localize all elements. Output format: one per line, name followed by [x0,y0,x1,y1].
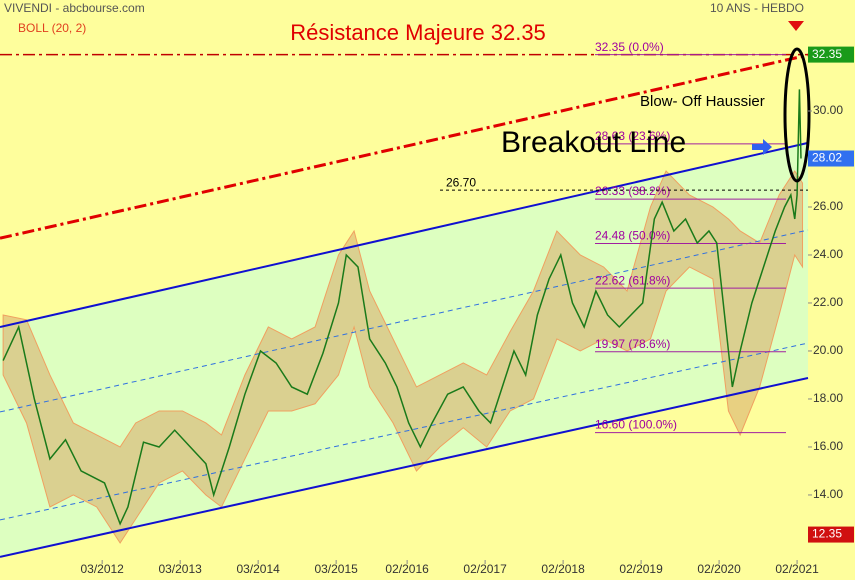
price-tag-label: 32.35 [812,47,842,61]
x-tick-label: 02/2019 [619,562,663,576]
x-tick-label: 02/2016 [385,562,429,576]
fib-label: 19.97 (78.6%) [595,337,670,351]
fib-label: 16.60 (100.0%) [595,418,677,432]
trend-line [0,342,809,521]
fib-label: 28.63 (23.6%) [595,129,670,143]
arrow [788,21,804,31]
price-tag-label: 28.02 [812,151,842,165]
price-tag-label: 12.35 [812,527,842,541]
y-tick-label: 18.00 [813,391,843,405]
source: VIVENDI - abcbourse.com [4,1,145,15]
y-tick-label: 22.00 [813,295,843,309]
trend-line [0,376,809,558]
x-tick-label: 03/2013 [158,562,202,576]
x-tick-label: 02/2021 [775,562,819,576]
period: 10 ANS - HEBDO [710,1,804,15]
y-tick-label: 26.00 [813,199,843,213]
y-tick-label: 24.00 [813,247,843,261]
x-tick-label: 03/2014 [236,562,280,576]
indicator-label: BOLL (20, 2) [18,21,86,35]
y-tick-label: 20.00 [813,343,843,357]
fib-label: 32.35 (0.0%) [595,40,664,54]
bollinger-band [2,170,804,544]
plot-area: 32.35 (0.0%) 28.63 (23.6%) 26.33 (38.2%) 24… [0,40,809,558]
x-tick-label: 02/2017 [463,562,507,576]
price-tag [808,46,854,63]
y-tick-label: 30.00 [813,103,843,117]
fib-label: 24.48 (50.0%) [595,229,670,243]
price-tag [808,150,854,167]
annotation: Breakout Line [501,126,686,159]
trend-line [0,53,809,240]
arrow [752,139,772,155]
x-tick-label: 03/2012 [80,562,124,576]
chart-title: Résistance Majeure 32.35 [290,20,546,45]
highlight-ellipse [783,47,811,183]
fib-label: 26.33 (38.2%) [595,184,670,198]
price-line [2,89,802,526]
x-tick-label: 03/2015 [314,562,358,576]
price-tag [808,526,854,543]
trend-line [0,141,809,328]
x-tick-label: 02/2018 [541,562,585,576]
annotation: Blow- Off Haussier [640,93,765,110]
y-tick-label: 14.00 [813,487,843,501]
y-tick-label: 16.00 [813,439,843,453]
trend-line [0,229,809,413]
x-tick-label: 02/2020 [697,562,741,576]
support-label: 26.70 [446,175,476,189]
fib-label: 22.62 (61.8%) [595,273,670,287]
